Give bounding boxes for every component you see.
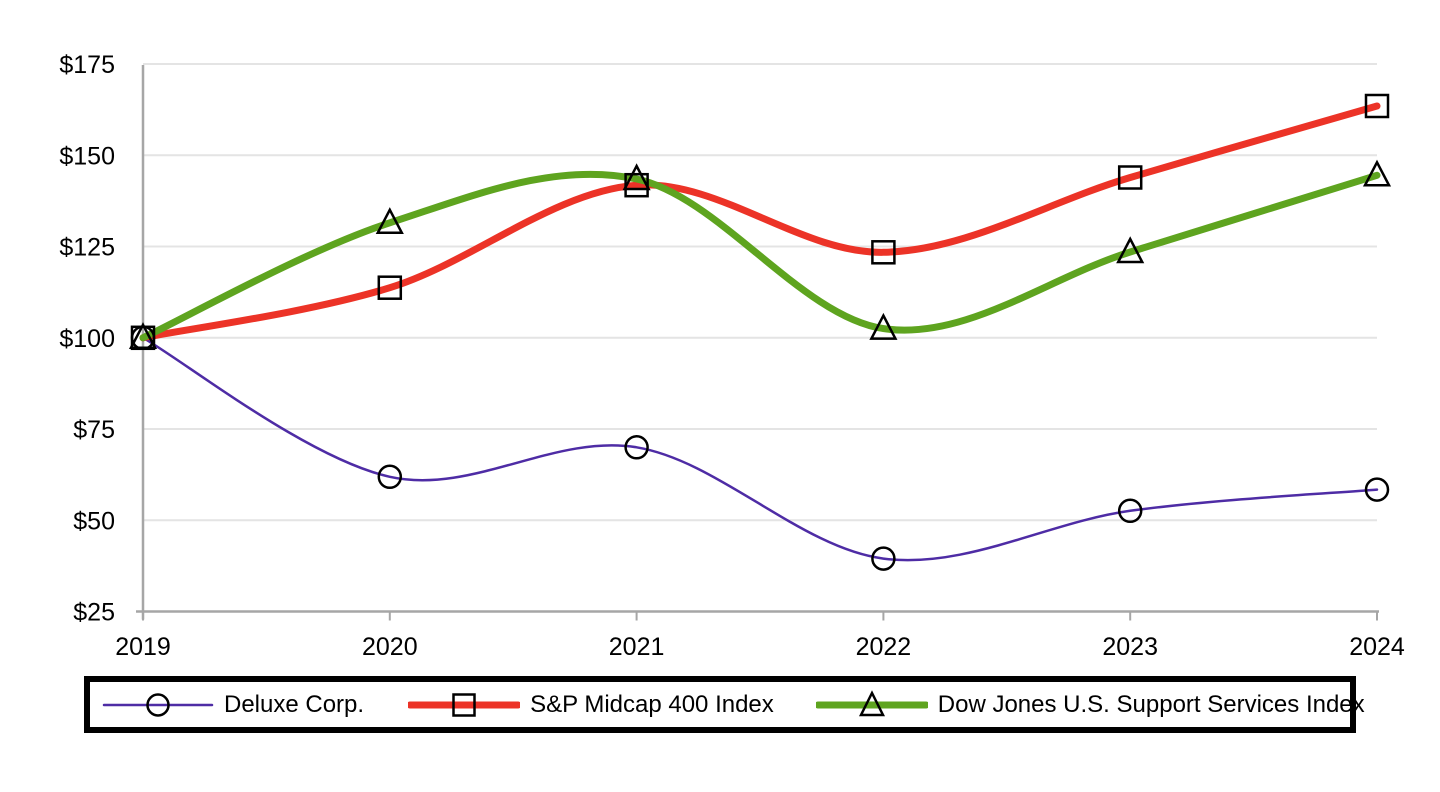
triangle-marker [375, 207, 404, 235]
series-line-1 [139, 102, 1381, 342]
y-tick-label: $150 [59, 142, 115, 170]
circle-marker [871, 546, 896, 571]
y-tick-label: $50 [73, 507, 115, 535]
legend-item-dow-jones-support-services: Dow Jones U.S. Support Services Index [815, 689, 1365, 721]
circle-marker [130, 325, 156, 351]
chart-legend: Deluxe Corp. S&P Midcap 400 Index Dow Jo… [84, 676, 1365, 733]
square-marker [1117, 165, 1143, 190]
square-marker [452, 692, 476, 717]
circle-marker-icon [102, 692, 214, 717]
y-tick-label: $25 [73, 599, 115, 627]
x-tick-label: 2020 [362, 633, 418, 661]
triangle-marker [858, 689, 885, 716]
series-line-0 [141, 336, 1379, 562]
x-tick-label: 2021 [609, 633, 665, 661]
triangle-marker [1116, 236, 1145, 264]
triangle-marker [622, 163, 651, 191]
x-tick-label: 2019 [115, 633, 171, 661]
legend-item-sp-midcap-400: S&P Midcap 400 Index [408, 689, 774, 721]
square-marker-icon [408, 692, 521, 717]
legend-item-deluxe-corp: Deluxe Corp. [102, 689, 364, 721]
square-marker [871, 240, 896, 265]
legend-label: Deluxe Corp. [224, 690, 365, 718]
circle-marker [1117, 498, 1143, 524]
triangle-marker [869, 312, 898, 340]
triangle-marker-icon [815, 689, 928, 716]
x-tick-label: 2024 [1349, 633, 1405, 661]
y-tick-label: $75 [73, 416, 115, 444]
legend-label: Dow Jones U.S. Support Services Index [937, 690, 1365, 718]
triangle-marker [1362, 159, 1392, 187]
circle-marker [377, 464, 403, 490]
legend-label: S&P Midcap 400 Index [530, 690, 774, 718]
series-line-2 [139, 170, 1381, 342]
y-tick-label: $125 [59, 234, 115, 262]
y-tick-label: $175 [59, 51, 115, 79]
y-tick-label: $100 [59, 325, 115, 353]
square-marker [377, 275, 403, 300]
x-tick-label: 2023 [1102, 633, 1158, 661]
square-marker [1364, 93, 1390, 119]
circle-marker [1364, 477, 1390, 502]
circle-marker [146, 692, 170, 717]
circle-marker [624, 435, 649, 460]
x-tick-label: 2022 [856, 633, 912, 661]
